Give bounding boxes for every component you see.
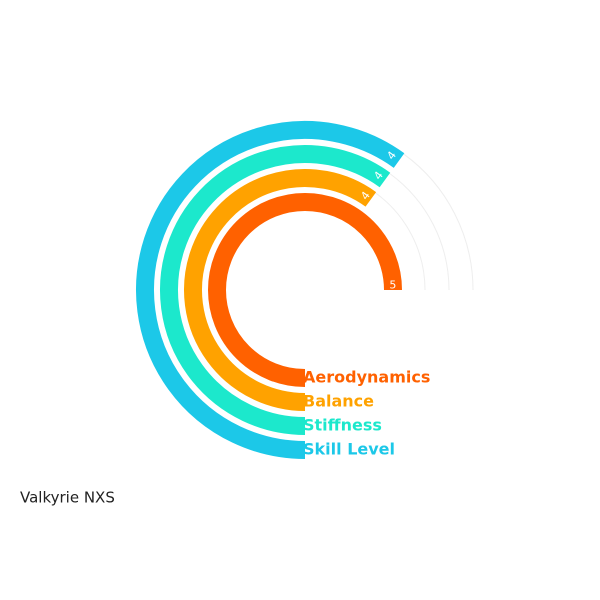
category-label: Skill Level (303, 440, 395, 459)
track (403, 153, 474, 291)
radial-bar (184, 169, 377, 411)
track (389, 173, 450, 291)
category-label: Stiffness (303, 416, 382, 435)
chart-title: Valkyrie NXS (20, 489, 115, 507)
track (375, 192, 426, 291)
radial-bar (136, 121, 405, 459)
category-label: Balance (303, 392, 374, 411)
radial-bar (160, 145, 391, 435)
radial-bar (208, 193, 402, 387)
value-label: 5 (389, 278, 396, 291)
category-label: Aerodynamics (303, 368, 430, 387)
